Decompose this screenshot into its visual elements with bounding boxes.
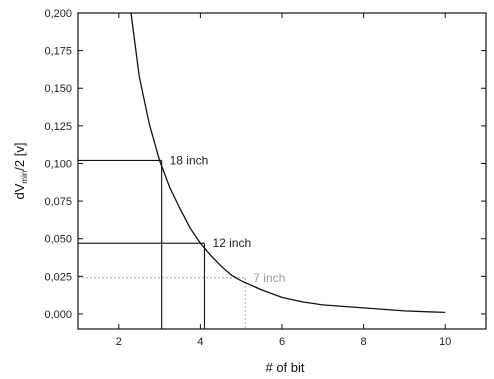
x-axis-ticks: 2 4 6 8 10	[116, 13, 451, 348]
y-axis-title-sub: min	[20, 171, 29, 184]
series-line	[130, 12, 446, 314]
y-axis-title-rest: /2 [v]	[12, 143, 27, 171]
y-axis-title-main: dV	[12, 183, 27, 199]
y-axis-title: dVmin/2 [v]	[12, 143, 29, 200]
x-tick-label: 4	[197, 336, 203, 348]
annotation-label: 7 inch	[253, 271, 285, 285]
y-tick-label: 0,000	[44, 309, 72, 321]
y-axis-ticks: 0,000 0,025 0,050 0,075 0,100 0,125 0,150 0,175…	[44, 8, 486, 321]
y-tick-label: 0,150	[44, 83, 72, 95]
y-tick-label: 0,050	[44, 234, 72, 246]
x-tick-label: 8	[361, 336, 367, 348]
annotation-label: 18 inch	[170, 153, 209, 167]
x-axis-title: # of bit	[265, 360, 304, 375]
annotations: 18 inch 12 inch 7 inch	[170, 153, 286, 284]
series-group	[130, 12, 446, 314]
y-tick-label: 0,125	[44, 121, 72, 133]
guide-lines	[78, 159, 246, 329]
y-tick-label: 0,075	[44, 196, 72, 208]
y-tick-label: 0,175	[44, 46, 72, 58]
y-tick-label: 0,025	[44, 271, 72, 283]
x-tick-label: 10	[439, 336, 451, 348]
x-tick-label: 2	[116, 336, 122, 348]
annotation-label: 12 inch	[212, 236, 251, 250]
x-tick-label: 6	[279, 336, 285, 348]
y-tick-label: 0,200	[44, 8, 72, 20]
y-tick-label: 0,100	[44, 158, 72, 170]
